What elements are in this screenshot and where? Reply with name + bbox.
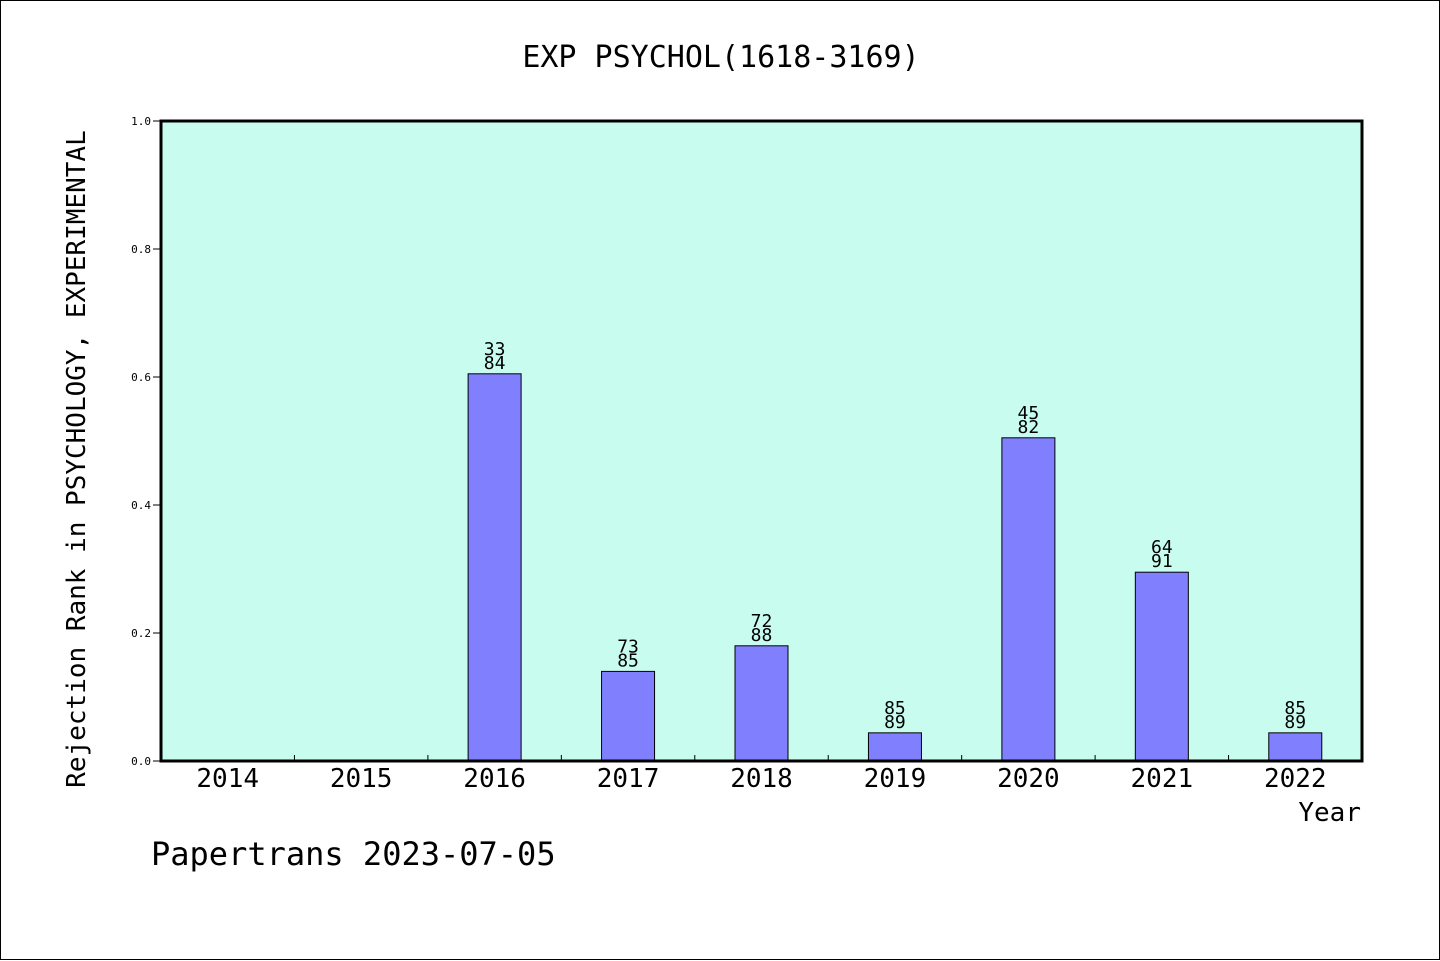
data-label-bottom: 89 <box>884 712 906 733</box>
chart-title: EXP PSYCHOL(1618-3169) <box>522 40 919 75</box>
bar <box>601 670 656 762</box>
x-tick-label: 2019 <box>864 764 927 794</box>
data-label-bottom: 89 <box>1284 712 1306 733</box>
data-label-bottom: 91 <box>1151 551 1173 572</box>
y-tick-label: 0.0 <box>131 755 151 768</box>
y-tick-label: 0.8 <box>131 243 151 256</box>
y-tick-label: 1.0 <box>131 115 151 128</box>
x-tick-label: 2018 <box>730 764 793 794</box>
bar <box>467 373 522 762</box>
data-label-top: 85 <box>1284 698 1306 719</box>
x-axis-label: Year <box>1298 798 1361 828</box>
x-tick-label: 2016 <box>463 764 526 794</box>
bar <box>734 645 789 762</box>
data-label-top: 33 <box>484 339 506 360</box>
data-label-bottom: 84 <box>484 353 506 374</box>
x-tick-label: 2014 <box>196 764 259 794</box>
x-tick-label: 2015 <box>330 764 393 794</box>
data-label-top: 64 <box>1151 537 1173 558</box>
bar <box>1268 732 1323 762</box>
data-label-top: 72 <box>751 611 773 632</box>
bar <box>1134 571 1189 762</box>
footer-text: Papertrans 2023-07-05 <box>151 835 556 873</box>
data-label-top: 73 <box>617 636 639 657</box>
y-axis-label: Rejection Rank in PSYCHOLOGY, EXPERIMENT… <box>62 130 92 787</box>
x-tick-label: 2017 <box>597 764 660 794</box>
x-tick-label: 2020 <box>997 764 1060 794</box>
y-tick-label: 0.4 <box>131 499 151 512</box>
x-tick-label: 2021 <box>1131 764 1194 794</box>
bar <box>1001 437 1056 762</box>
x-tick-label: 2022 <box>1264 764 1327 794</box>
plot-border <box>159 119 1364 763</box>
data-label-bottom: 88 <box>751 625 773 646</box>
y-tick-label: 0.6 <box>131 371 151 384</box>
y-tick-label: 0.2 <box>131 627 151 640</box>
data-label-bottom: 85 <box>617 650 639 671</box>
bar <box>867 732 922 762</box>
data-label-top: 85 <box>884 698 906 719</box>
data-label-bottom: 82 <box>1018 417 1040 438</box>
data-label-top: 45 <box>1018 403 1040 424</box>
